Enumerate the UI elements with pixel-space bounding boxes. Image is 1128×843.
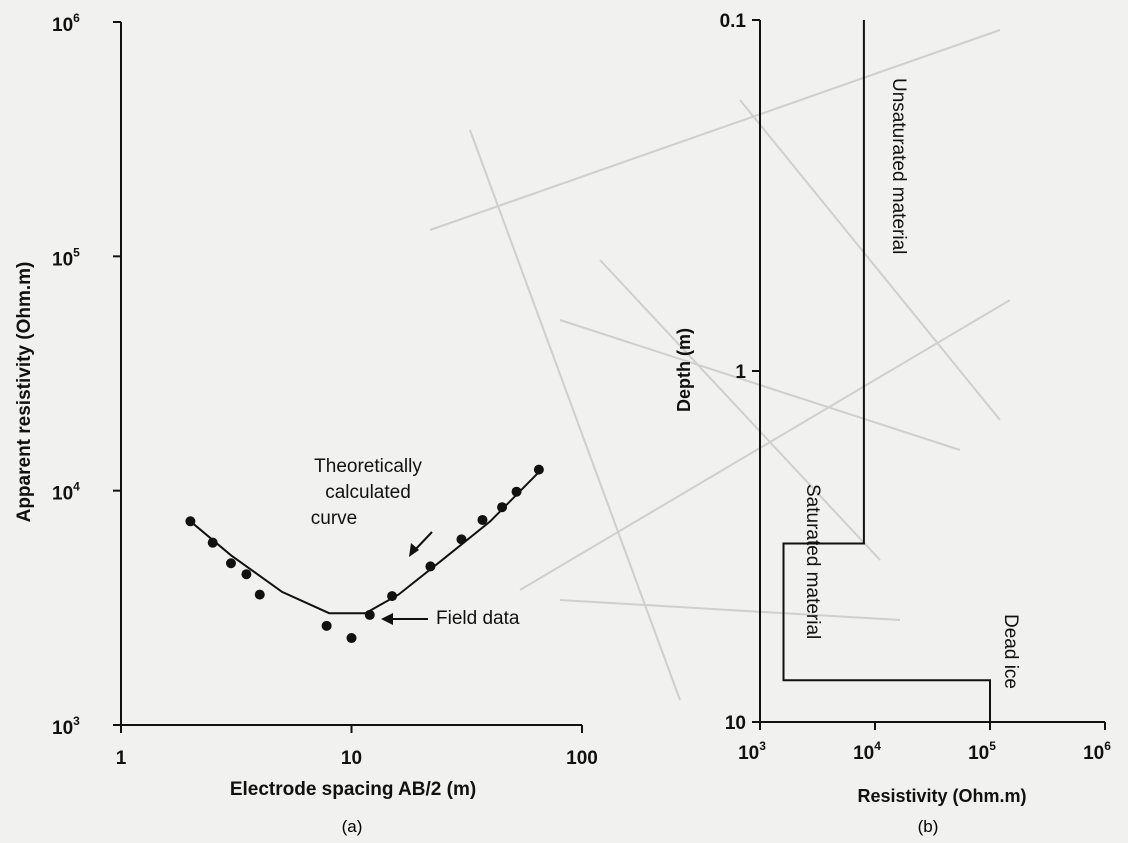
- field-data-point-6: [346, 633, 357, 644]
- panel-a-resistivity-sounding: 1 10 100 103 104 105 106 Electrode spacing AB/…: [14, 11, 598, 836]
- field-data-annotation-arrow-head: [381, 613, 393, 625]
- field-data-point-7: [364, 609, 375, 620]
- field-data-point-5: [321, 620, 332, 631]
- field-data-point-1: [207, 537, 218, 548]
- panel-b-ticks: 103 104 105 106 0.1 1 10: [720, 11, 1112, 764]
- panel-a-caption: (a): [342, 817, 363, 836]
- panel-b-x-tick-label-2: 105: [968, 739, 996, 764]
- panel-b-caption: (b): [918, 817, 939, 836]
- panel-a-x-label: Electrode spacing AB/2 (m): [230, 779, 476, 800]
- resistivity-model-step-line: [782, 20, 991, 722]
- field-data-point-0: [185, 516, 196, 527]
- panel-b-curve-layer: [782, 20, 991, 722]
- field-data-point-2: [225, 558, 236, 569]
- panel-a-y-tick-label-3: 106: [52, 11, 80, 36]
- field-data-point-10: [456, 534, 467, 545]
- field-data-point-3: [241, 569, 252, 580]
- curve-annotation: Theoretically calculated curve: [311, 456, 433, 557]
- curve-annotation-line-2: calculated: [325, 482, 411, 503]
- field-data-point-9: [425, 561, 436, 572]
- panel-b-y-tick-label-1: 1: [735, 362, 746, 383]
- panel-a-y-tick-label-2: 105: [52, 245, 80, 270]
- panel-a-x-tick-label-0: 1: [116, 748, 127, 769]
- panel-a-y-tick-label-1: 104: [52, 480, 80, 505]
- panel-a-x-tick-label-2: 100: [566, 748, 598, 769]
- panel-b-y-tick-label-0: 0.1: [720, 11, 747, 32]
- panel-b-y-tick-label-2: 10: [725, 713, 746, 734]
- panel-a-y-tick-label-0: 103: [52, 714, 80, 739]
- layer-label-dead-ice: Dead ice: [1000, 614, 1021, 689]
- field-data-point-8: [387, 591, 398, 602]
- field-data-annotation-text: Field data: [436, 608, 520, 629]
- background-map-ghost: [429, 29, 1011, 701]
- field-data-point-13: [511, 486, 522, 497]
- field-data-point-14: [533, 464, 544, 475]
- layer-label-saturated: Saturated material: [802, 484, 823, 639]
- panel-a-ticks: 1 10 100 103 104 105 106: [52, 11, 598, 769]
- panel-a-y-label: Apparent resistivity (Ohm.m): [14, 262, 35, 523]
- field-data-point-4: [254, 589, 265, 600]
- curve-annotation-arrow-head: [409, 543, 419, 557]
- panel-b-x-tick-label-3: 106: [1083, 739, 1111, 764]
- layer-label-unsaturated: Unsaturated material: [888, 78, 909, 254]
- field-data-annotation: Field data: [381, 608, 520, 629]
- panel-b-x-tick-label-0: 103: [738, 739, 766, 764]
- curve-annotation-line-1: Theoretically: [314, 456, 422, 477]
- curve-annotation-line-3: curve: [311, 508, 357, 529]
- panel-b-x-label: Resistivity (Ohm.m): [857, 786, 1026, 806]
- panel-b-y-label: Depth (m): [674, 328, 694, 412]
- panel-b-x-tick-label-1: 104: [853, 739, 881, 764]
- panel-a-points-layer: [185, 464, 544, 644]
- panel-a-x-tick-label-1: 10: [341, 748, 362, 769]
- field-data-point-12: [497, 502, 508, 513]
- panel-b-resistivity-model: 103 104 105 106 0.1 1 10 Resistivity (Ohm.m) D…: [674, 11, 1111, 836]
- field-data-point-11: [477, 514, 488, 525]
